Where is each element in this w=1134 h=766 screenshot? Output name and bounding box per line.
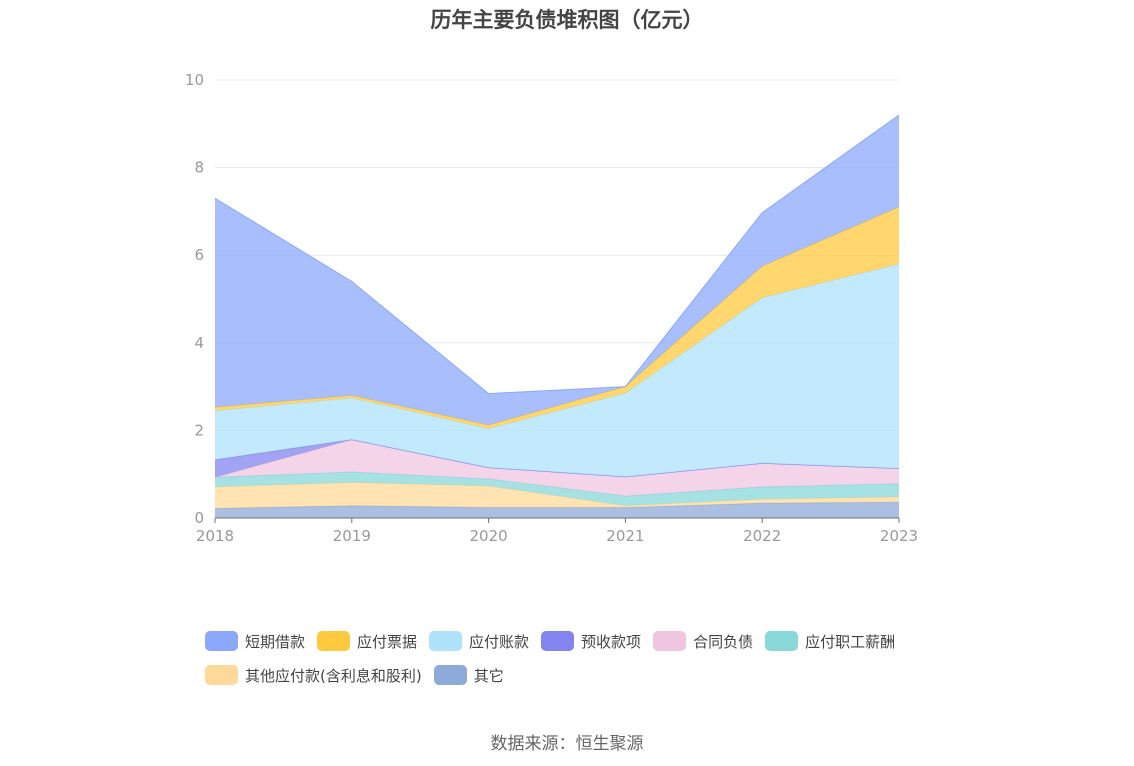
legend-item[interactable]: 应付职工薪酬: [765, 630, 895, 652]
x-tick-label: 2019: [333, 527, 371, 545]
legend-swatch: [765, 631, 799, 651]
legend-swatch: [653, 631, 687, 651]
legend-label: 其他应付款(含利息和股利): [245, 666, 422, 685]
x-tick-label: 2022: [743, 527, 781, 545]
x-tick-label: 2021: [606, 527, 644, 545]
x-tick-label: 2018: [196, 527, 234, 545]
legend-swatch: [205, 665, 238, 685]
area-series: [215, 115, 899, 426]
legend-label: 预收款项: [581, 632, 642, 651]
chart-title: 历年主要负债堆积图（亿元）: [430, 8, 704, 32]
legend-item[interactable]: 预收款项: [541, 630, 641, 652]
legend-item[interactable]: 其他应付款(含利息和股利): [205, 664, 422, 686]
legend-label: 其它: [473, 666, 504, 685]
legend-item[interactable]: 合同负债: [653, 630, 753, 652]
area-series: [215, 472, 899, 506]
area-series: [215, 439, 899, 497]
legend-item[interactable]: 其它: [433, 664, 504, 686]
legend-item[interactable]: 短期借款: [205, 630, 305, 652]
y-tick-label: 2: [194, 421, 204, 439]
y-tick-label: 6: [194, 246, 204, 264]
legend-label: 应付职工薪酬: [805, 632, 896, 651]
y-tick-label: 8: [194, 159, 204, 177]
source-note: 数据来源：恒生聚源: [490, 734, 644, 754]
legend-label: 合同负债: [693, 632, 754, 651]
area-series-line: [214, 439, 900, 478]
legend-item[interactable]: 应付票据: [317, 630, 417, 652]
legend-label: 应付票据: [357, 632, 418, 651]
legend-swatch: [429, 631, 463, 651]
legend-label: 应付账款: [469, 632, 530, 651]
legend-swatch: [433, 665, 467, 685]
legend: 短期借款 应付票据 应付账款 预收款项 合同负债 应付职工薪酬其他应付款(含利息和股利) 其…: [205, 630, 945, 698]
x-tick-label: 2020: [470, 527, 508, 545]
legend-swatch: [205, 631, 238, 651]
area-series: [215, 482, 899, 509]
chart-plot: 0 2 4 6 8 10 2018 2019 2020 2021 2022 2023: [185, 71, 918, 545]
legend-swatch: [317, 631, 351, 651]
area-series-line: [214, 114, 900, 395]
y-tick-label: 0: [194, 509, 204, 527]
legend-label: 短期借款: [245, 632, 306, 651]
legend-swatch: [541, 631, 575, 651]
x-tick-label: 2023: [880, 527, 918, 545]
y-tick-label: 10: [185, 71, 204, 89]
legend-item[interactable]: 应付账款: [429, 630, 529, 652]
area-series: [215, 264, 899, 477]
y-tick-label: 4: [194, 334, 204, 352]
